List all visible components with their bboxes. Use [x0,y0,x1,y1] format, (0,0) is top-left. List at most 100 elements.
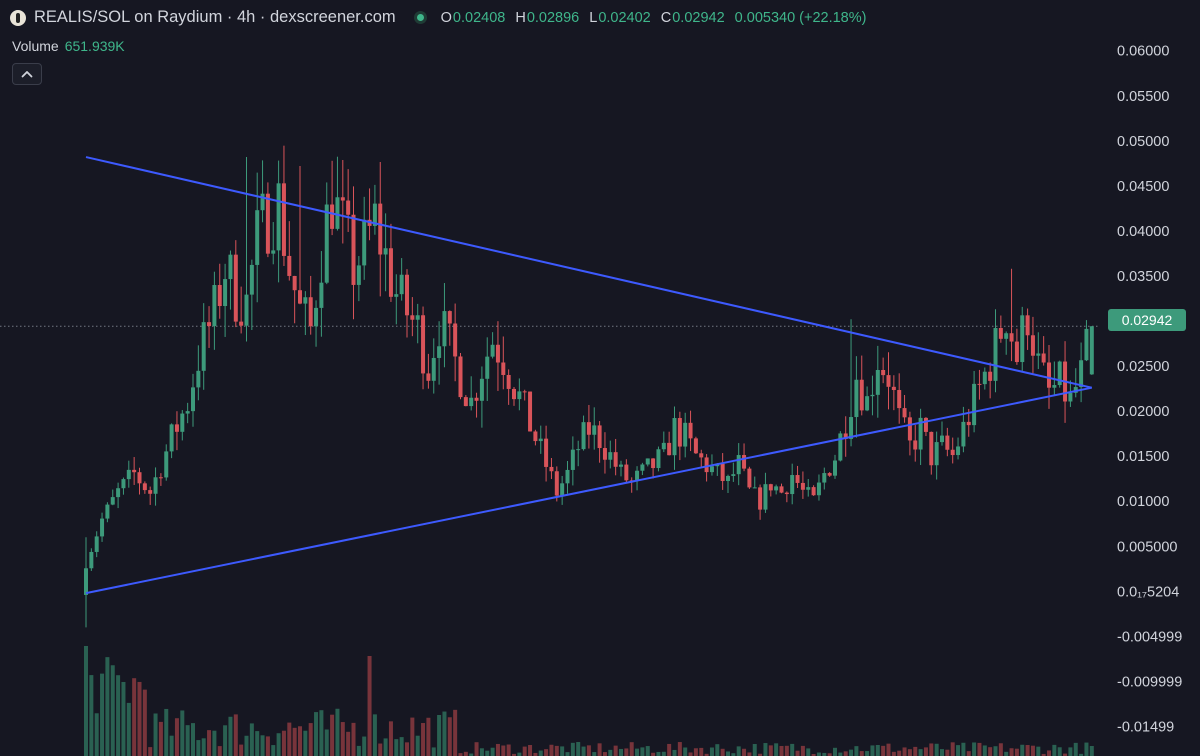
candle [1009,268,1014,362]
candle [565,461,570,494]
volume-bar [1073,742,1078,756]
volume-bar [843,751,848,756]
volume-bar [961,742,966,756]
volume-bar [1047,750,1051,756]
y-tick-label: -0.01499 [1117,719,1174,735]
candle [164,444,169,481]
volume-bar [790,743,795,756]
volume-bar [383,738,388,756]
candle [843,416,848,457]
candle [479,366,484,428]
volume-bar [897,750,902,756]
volume-bar [849,749,854,756]
candle [972,370,977,433]
candle [784,491,789,503]
volume-bar [153,713,158,756]
volume-bar [84,646,88,756]
chevron-up-icon [21,71,33,78]
volume-bar [437,714,442,756]
volume-bar [709,747,714,756]
volume-bar [833,747,837,756]
volume-bar [875,744,880,756]
candle [1036,332,1041,370]
volume-bar [255,731,260,756]
volume-bar [148,747,153,756]
candle [827,472,832,477]
candle [886,352,891,410]
candle [228,250,233,310]
volume-bar [1052,744,1057,756]
volume-bar [1036,746,1041,756]
candle [169,423,174,459]
candle [415,303,420,344]
candle [950,437,955,464]
candle [158,473,163,486]
volume-bar [677,742,682,756]
volume-bar [972,742,977,756]
candle [661,431,666,453]
candle [335,156,340,231]
volume-bar [399,737,404,756]
candle [763,472,768,513]
volume-bar [1057,747,1062,756]
candle [929,431,934,475]
candle [314,300,319,347]
candle [142,481,147,494]
volume-bar [410,717,415,756]
volume-bar [865,751,870,756]
candle [265,182,270,258]
volume-bar [923,747,928,756]
candle [677,411,682,461]
y-tick-label: 0.04500 [1117,179,1169,195]
candle [870,375,875,416]
volume-bar [356,745,361,756]
volume-bar [934,743,939,756]
volume-bar [672,749,677,756]
volume-bar [752,744,757,756]
volume-bar [265,736,270,756]
candle [276,160,281,283]
candle [100,512,105,542]
candle [902,395,907,423]
volume-bar [635,748,640,756]
candle [758,484,763,520]
volume-bar [501,745,506,756]
volume-bar [126,702,131,756]
volume-bar [458,753,463,756]
candle [790,463,795,505]
candle [174,411,179,451]
volume-bar [196,740,201,756]
candle [132,457,137,485]
candle [1014,328,1019,365]
collapse-legend-button[interactable] [12,63,42,85]
candle [570,436,575,486]
volume-bar [581,746,586,756]
candle [378,162,383,297]
candle [260,160,265,223]
volume-bar [624,748,629,756]
volume-bar [388,721,393,756]
volume-bar [442,711,447,756]
candle [490,332,495,359]
volume-bar [276,733,281,756]
candle [731,462,736,482]
volume-bar [715,744,720,756]
volume-bar [940,749,944,756]
volume-bar [528,745,533,756]
candle [1041,336,1046,366]
volume-bar [351,722,356,756]
y-tick-label: 0.05000 [1117,134,1169,150]
volume-bar [378,743,383,756]
volume-label: Volume [12,38,59,54]
candle [340,160,345,244]
candle [437,321,442,385]
volume-bar [89,675,94,756]
volume-bar [1079,753,1084,756]
candle [89,548,94,571]
candle [1030,316,1035,374]
candle [726,474,730,493]
volume-bar [704,753,709,756]
candle [485,337,490,401]
ohlc-change: 0.005340 (+22.18%) [734,9,867,26]
